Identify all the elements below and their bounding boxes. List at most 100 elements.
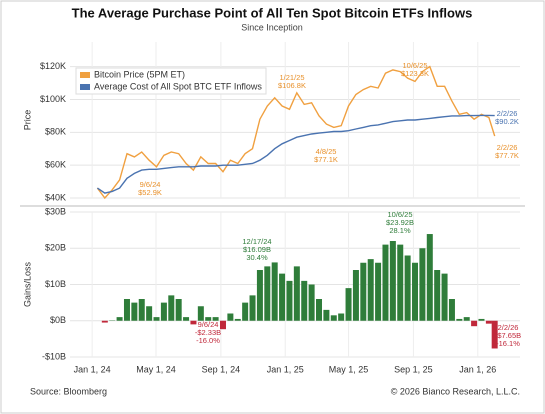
bar	[434, 270, 441, 321]
x-tick-label: May 1, 25	[329, 364, 369, 374]
bar	[316, 299, 323, 321]
bar	[116, 317, 123, 321]
y-tick-label: $40K	[45, 192, 66, 202]
annotation: $106.8K	[278, 81, 306, 90]
bar	[389, 241, 396, 321]
legend-swatch	[80, 84, 90, 90]
bar	[491, 320, 498, 349]
y-tick-label: $20B	[45, 243, 66, 253]
bar	[397, 244, 404, 321]
bar	[101, 320, 108, 323]
bar	[448, 299, 455, 321]
series-line	[97, 114, 495, 194]
bar	[345, 288, 352, 321]
annotation: -$7.65B	[495, 331, 521, 340]
bar	[249, 295, 256, 321]
y-tick-label: $60K	[45, 160, 66, 170]
annotation: 2/2/26	[498, 323, 519, 332]
bar	[271, 262, 278, 321]
bar	[131, 302, 138, 321]
annotation: $77.7K	[495, 151, 519, 160]
legend-swatch	[80, 72, 90, 78]
legend-label: Average Cost of All Spot BTC ETF Inflows	[94, 81, 262, 91]
y-tick-label: $100K	[40, 94, 66, 104]
bar	[375, 262, 382, 321]
bar	[426, 234, 433, 321]
y-tick-label: $120K	[40, 61, 66, 71]
series-line	[96, 65, 496, 200]
copyright: © 2026 Bianco Research, L.L.C.	[391, 386, 520, 396]
annotation: $77.1K	[314, 155, 338, 164]
bar	[227, 313, 234, 321]
bar	[456, 318, 463, 321]
bar	[323, 309, 330, 321]
legend-label: Bitcoin Price (5PM ET)	[94, 69, 185, 79]
bar	[471, 320, 478, 327]
y-tick-label: -$10B	[42, 351, 66, 361]
bar	[352, 270, 359, 321]
bar	[279, 273, 286, 321]
bar	[382, 244, 389, 321]
source: Source: Bloomberg	[30, 386, 107, 396]
annotation: -$2.33B	[195, 328, 221, 337]
bar	[175, 299, 182, 321]
bar	[478, 318, 485, 321]
y-tick-label: $30B	[45, 206, 66, 216]
annotation: 2/2/26	[497, 143, 518, 152]
bar	[146, 306, 153, 321]
y-axis-label: Price	[22, 110, 32, 131]
annotation: -16.1%	[496, 339, 520, 348]
chart-title: The Average Purchase Point of All Ten Sp…	[72, 5, 473, 20]
bar	[485, 320, 492, 324]
bar	[138, 299, 145, 321]
legend-box	[75, 67, 267, 95]
annotation: -16.0%	[196, 336, 220, 345]
bar	[183, 317, 190, 321]
bar	[219, 320, 226, 330]
annotation: $123.3K	[401, 69, 429, 78]
annotation: 9/6/24	[140, 180, 161, 189]
x-tick-label: May 1, 24	[136, 364, 176, 374]
annotation: $52.9K	[138, 188, 162, 197]
annotation: 2/2/26	[497, 109, 518, 118]
annotation: $23.92B	[386, 218, 414, 227]
bar	[153, 317, 160, 321]
bar	[293, 266, 300, 321]
y-tick-label: $0B	[50, 315, 66, 325]
bar	[212, 317, 219, 321]
chart-subtitle: Since Inception	[241, 22, 303, 32]
bar	[205, 317, 212, 321]
annotation: 4/8/25	[316, 147, 337, 156]
bar	[404, 255, 411, 321]
annotation: 30.4%	[246, 253, 268, 262]
bar	[308, 284, 315, 321]
bar	[301, 280, 308, 321]
bar	[367, 259, 374, 321]
bar	[197, 306, 204, 321]
bar	[360, 262, 367, 321]
bar	[123, 299, 130, 321]
x-tick-label: Jan 1, 24	[74, 364, 111, 374]
bar	[190, 320, 197, 325]
annotation: $90.2K	[495, 117, 519, 126]
bar	[463, 317, 470, 321]
bar	[419, 248, 426, 321]
bar	[441, 273, 448, 321]
annotation: 9/6/24	[198, 320, 219, 329]
bar	[286, 280, 293, 321]
bar	[264, 266, 271, 321]
bar	[330, 315, 337, 321]
x-tick-label: Jan 1, 26	[459, 364, 496, 374]
bar	[168, 295, 175, 321]
bar	[256, 270, 263, 321]
x-tick-label: Jan 1, 25	[267, 364, 304, 374]
bar	[338, 313, 345, 321]
annotation: 1/21/25	[279, 73, 304, 82]
annotation: $16.09B	[243, 245, 271, 254]
bar	[160, 302, 167, 321]
bar	[234, 318, 241, 321]
bar	[412, 262, 419, 321]
annotation: 12/17/24	[242, 237, 271, 246]
